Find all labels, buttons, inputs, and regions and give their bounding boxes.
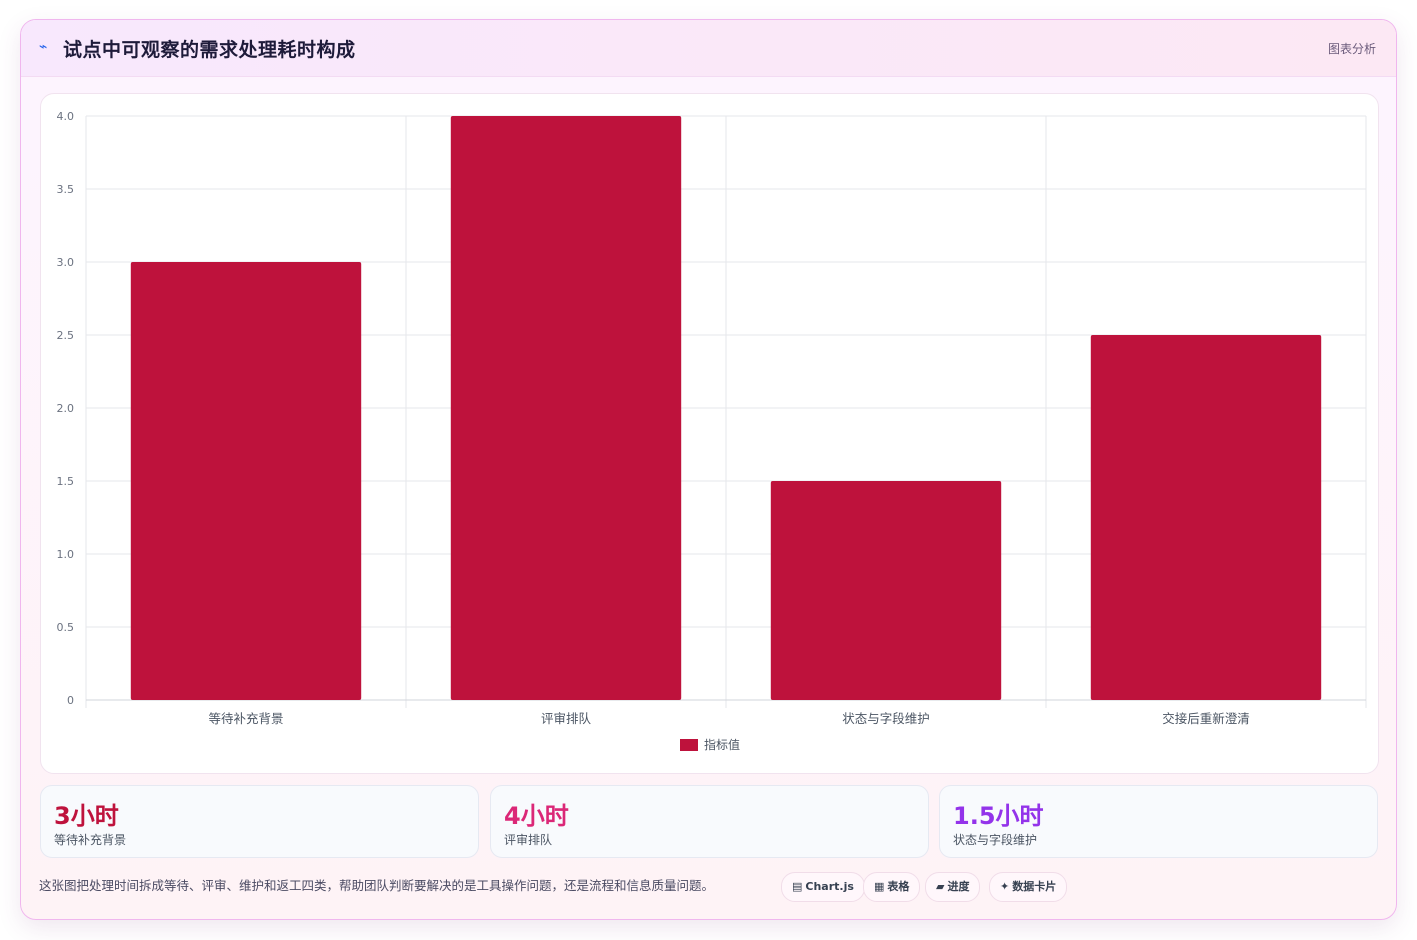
sparkle-icon: ✦	[1000, 880, 1010, 893]
chip-chartjs[interactable]: ▤ Chart.js	[781, 872, 865, 902]
chip-label: 数据卡片	[1012, 880, 1057, 893]
chart-icon: ▤	[792, 880, 803, 893]
y-tick-label: 2.0	[57, 402, 75, 415]
chart-icon: ⌁	[39, 39, 48, 55]
chip-label: 表格	[887, 880, 910, 893]
stat-card-3: 1.5小时 状态与字段维护	[939, 785, 1378, 858]
chart-panel: 0 0.5 1.0 1.5 2.0 2.5 3.0 3.5 4.0 等待补充背景 评审排队 状态与字段…	[40, 93, 1379, 774]
y-tick-label: 3.5	[57, 183, 75, 196]
x-tick-label: 评审排队	[541, 711, 592, 726]
progress-icon: ▰	[936, 880, 945, 893]
stat-label: 评审排队	[504, 833, 553, 847]
chart-card: ⌁ 试点中可观察的需求处理耗时构成 图表分析 0 0.5 1.0 1.5 2.0 2.5 3…	[20, 19, 1397, 920]
stat-value: 3小时	[54, 802, 119, 830]
x-tick-label: 状态与字段维护	[842, 711, 930, 726]
chip-label: Chart.js	[805, 880, 854, 893]
x-tick-label: 等待补充背景	[208, 711, 283, 726]
legend-label: 指标值	[704, 737, 740, 752]
stat-label: 状态与字段维护	[953, 833, 1038, 847]
x-tick-label: 交接后重新澄清	[1162, 711, 1250, 726]
page-title: 试点中可观察的需求处理耗时构成	[63, 39, 356, 61]
table-icon: ▦	[874, 880, 885, 893]
chart-caption: 这张图把处理时间拆成等待、评审、维护和返工四类，帮助团队判断要解决的是工具操作问…	[39, 878, 715, 893]
y-tick-label: 1.5	[57, 475, 75, 488]
y-tick-label: 4.0	[57, 110, 75, 123]
chip-progress[interactable]: ▰ 进度	[925, 872, 981, 902]
bar	[450, 116, 682, 700]
stat-card-1: 3小时 等待补充背景	[40, 785, 479, 858]
y-tick-label: 0	[67, 694, 74, 707]
stat-label: 等待补充背景	[54, 833, 127, 847]
bar	[130, 262, 362, 700]
stat-card-2: 4小时 评审排队	[490, 785, 929, 858]
stat-value: 1.5小时	[953, 802, 1044, 830]
bar	[770, 481, 1002, 700]
bar-chart: 0 0.5 1.0 1.5 2.0 2.5 3.0 3.5 4.0 等待补充背景 评审排队 状态与字段…	[57, 110, 1367, 752]
stat-value: 4小时	[504, 802, 569, 830]
category-badge: 图表分析	[1327, 42, 1376, 56]
chip-data-card[interactable]: ✦ 数据卡片	[989, 872, 1068, 902]
y-tick-label: 1.0	[57, 548, 75, 561]
bar	[1090, 335, 1322, 700]
chip-label: 进度	[947, 880, 970, 893]
legend-swatch	[680, 739, 698, 751]
card-header: ⌁ 试点中可观察的需求处理耗时构成 图表分析	[21, 20, 1396, 77]
y-tick-label: 2.5	[57, 329, 75, 342]
chip-table[interactable]: ▦ 表格	[863, 872, 921, 902]
y-tick-label: 0.5	[57, 621, 75, 634]
y-tick-label: 3.0	[57, 256, 75, 269]
